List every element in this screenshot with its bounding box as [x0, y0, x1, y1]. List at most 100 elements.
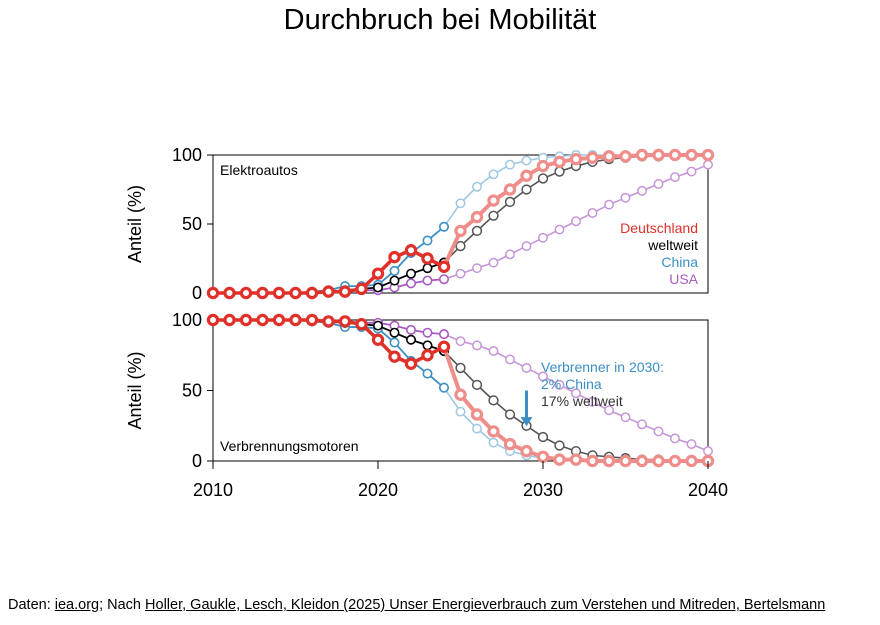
panel1-historical-point-china — [438, 221, 449, 232]
panel1-projection-point-deutschland — [454, 224, 467, 238]
panel2-projection-point-deutschland — [470, 408, 484, 421]
panel1-projection-point-usa — [455, 268, 466, 279]
panel2-historical-point-usa — [405, 324, 416, 335]
panel2-historical-point-deutschland — [338, 315, 352, 328]
panel2-historical-point-deutschland — [437, 340, 451, 353]
panel1-ytick-label: 0 — [192, 283, 202, 303]
source-link-iea[interactable]: iea.org — [54, 597, 100, 613]
panel2-projection-point-deutschland — [569, 453, 583, 466]
panel2-projection-point-usa — [521, 362, 532, 373]
panel2-projection-point-usa — [587, 396, 598, 407]
panel1-projection-point-deutschland — [553, 155, 566, 169]
panel2-historical-point-china — [422, 368, 433, 379]
panel2-projection-point-deutschland — [536, 450, 550, 463]
panel1-projection-point-deutschland — [503, 183, 517, 196]
panel2-projection-point-china — [455, 406, 466, 417]
legend-entry-deutschland: Deutschland — [620, 220, 698, 236]
xtick-label: 2030 — [523, 480, 563, 500]
panel1-projection-point-weltweit — [455, 240, 466, 252]
panel2-historical-point-china — [438, 382, 449, 393]
panel1-projection-point-deutschland — [470, 210, 484, 224]
panel1-projection-point-china — [521, 155, 532, 166]
panel1-projection-point-china — [505, 159, 515, 170]
panel2-projection-point-usa — [554, 379, 565, 390]
annotation-arrow-head — [520, 417, 533, 427]
panel2-ytick-label: 0 — [192, 451, 202, 471]
panel1-historical-point-weltweit — [405, 268, 416, 279]
panel1-ytick-label: 100 — [172, 145, 202, 165]
panel2-historical-point-deutschland — [355, 318, 368, 331]
panel2-projection-point-weltweit — [488, 395, 499, 406]
panel1-ytick-label: 50 — [182, 214, 202, 234]
legend-entry-usa: USA — [669, 271, 698, 287]
panel2-projection-point-deutschland — [652, 454, 665, 468]
panel1-projection-point-usa — [505, 249, 515, 260]
panel1-projection-point-weltweit — [488, 210, 499, 221]
panel1-projection-point-usa — [703, 159, 713, 170]
panel2-projection-point-weltweit — [471, 379, 483, 391]
panel1-historical-point-deutschland — [355, 282, 368, 296]
panel2-projection-point-usa — [472, 340, 482, 351]
footer-prefix: Daten: — [8, 597, 55, 613]
panel1-projection-point-weltweit — [504, 196, 516, 208]
panel1-projection-point-usa — [620, 192, 631, 203]
panel2-projection-point-usa — [620, 412, 631, 423]
panel1-historical-point-weltweit — [389, 275, 400, 286]
panel2-historical-point-deutschland — [256, 313, 269, 327]
panel2-historical-point-deutschland — [371, 333, 385, 346]
panel2-projection-point-deutschland — [602, 454, 616, 468]
panel2-projection-point-deutschland — [586, 454, 599, 468]
source-footer: Daten: iea.org; Nach Holler, Gaukle, Les… — [8, 597, 825, 613]
legend-entry-weltweit: weltweit — [647, 237, 698, 253]
panel2-projection-point-usa — [637, 419, 647, 430]
panel2-projection-point-china — [488, 437, 499, 448]
panel2-historical-point-deutschland — [322, 315, 335, 328]
panel1-label: Elektroautos — [220, 162, 298, 178]
panel1-projection-point-weltweit — [521, 184, 532, 195]
panel1-historical-point-weltweit — [422, 263, 433, 274]
panel2-projection-point-usa — [653, 426, 664, 437]
panel1-ylabel: Anteil (%) — [125, 185, 145, 263]
panel1-projection-point-deutschland — [602, 150, 616, 163]
chart-title: Durchbruch bei Mobilität — [283, 4, 597, 36]
panel2-projection-point-deutschland — [487, 425, 500, 438]
panel1-projection-point-usa — [472, 263, 482, 274]
panel2-ytick-label: 100 — [172, 310, 202, 330]
panel2-historical-point-weltweit — [389, 327, 400, 338]
panel2-projection-point-usa — [604, 405, 614, 416]
panel1-historical-point-deutschland — [206, 286, 220, 300]
panel2-projection-point-deutschland — [520, 444, 533, 458]
panel2-historical-point-usa — [422, 327, 433, 338]
panel1-projection-point-deutschland — [619, 150, 632, 163]
panel1-historical-point-deutschland — [404, 244, 418, 257]
panel1-historical-point-usa — [405, 278, 416, 289]
panel2-projection-point-weltweit — [554, 440, 565, 451]
panel2-historical-point-deutschland — [223, 313, 236, 327]
panel2-historical-point-deutschland — [388, 350, 401, 363]
panel1-historical-point-weltweit — [372, 282, 383, 293]
panel1-projection-point-china — [488, 169, 499, 180]
panel2-projection-point-deutschland — [454, 388, 467, 401]
panel1-historical-point-deutschland — [437, 260, 451, 273]
panel2-projection-point-weltweit — [504, 409, 516, 420]
panel1-projection-point-usa — [670, 172, 680, 183]
panel1-historical-point-deutschland — [305, 286, 319, 300]
annotation-line-3: 17% weltweit — [541, 393, 623, 409]
panel2-projection-point-deutschland — [668, 454, 682, 468]
panel1-historical-point-china — [422, 235, 433, 246]
panel1-projection-point-weltweit — [537, 173, 549, 184]
panel1-historical-point-deutschland — [239, 286, 253, 300]
panel1-projection-point-usa — [538, 232, 548, 243]
panel2-projection-point-usa — [686, 439, 697, 450]
panel2-historical-point-deutschland — [239, 313, 253, 327]
panel1-projection-point-usa — [637, 185, 647, 196]
panel2-projection-point-deutschland — [553, 453, 566, 466]
panel2-projection-point-usa — [488, 346, 499, 356]
panel1-historical-point-usa — [422, 275, 433, 286]
panel1-historical-point-deutschland — [223, 286, 236, 300]
panel2-projection-point-usa — [670, 433, 680, 444]
source-link-book[interactable]: Holler, Gaukle, Lesch, Kleidon (2025) Un… — [145, 597, 826, 613]
panel1-historical-point-deutschland — [371, 267, 385, 280]
panel1-historical-point-deutschland — [256, 286, 269, 300]
panel2-ylabel: Anteil (%) — [125, 351, 145, 429]
